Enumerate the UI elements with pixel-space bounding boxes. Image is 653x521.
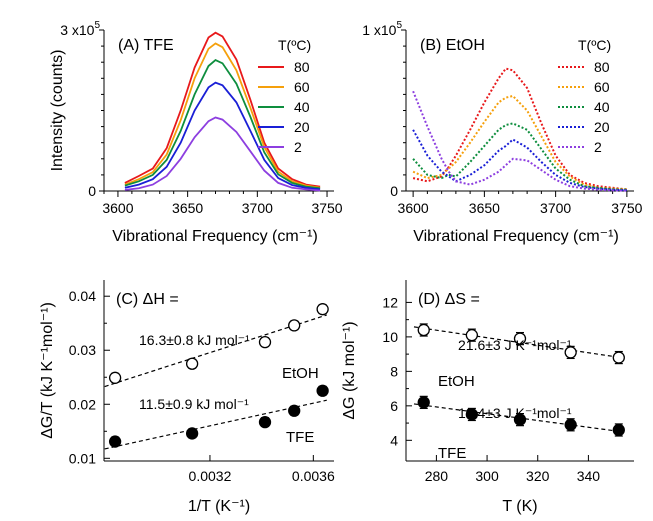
series-label-tfe: TFE (438, 445, 466, 462)
x-tick-label: 3600 (398, 200, 429, 216)
series-line-2C (124, 116, 321, 192)
data-point-etoh (612, 351, 625, 364)
x-tick-label: 3750 (611, 200, 642, 216)
data-point-tfe (513, 413, 527, 426)
y-axis-label: ΔG/T (kJ K⁻¹mol⁻¹) (39, 302, 56, 439)
data-point-tfe (465, 408, 479, 421)
y-tick-label: 12 (382, 294, 398, 310)
x-tick-label: 0.0032 (189, 468, 232, 484)
fit-annotation-etoh: 16.3±0.8 kJ mol⁻¹ (139, 332, 250, 348)
x-tick-label: 3700 (540, 200, 571, 216)
series-line-80C (412, 67, 628, 191)
y-tick-exponent: 5 (396, 20, 402, 31)
panel-title: (C) ΔH = (116, 291, 179, 308)
y-tick-label: 1 x105 (362, 20, 402, 38)
y-tick-label: 10 (382, 329, 398, 345)
data-point-tfe (258, 415, 272, 429)
panel-title: (A) TFE (118, 37, 174, 54)
y-tick-label: 3 x105 (60, 20, 100, 38)
series-line-80C (124, 31, 321, 188)
series-line-2C (412, 90, 627, 192)
y-tick-label: 0.01 (69, 450, 96, 466)
x-tick-label: 0.0036 (292, 468, 335, 484)
fit-annotation-tfe: 11.5±0.9 kJ mol⁻¹ (139, 396, 249, 412)
data-point-etoh (288, 319, 301, 332)
series-line-60C (124, 42, 321, 189)
data-point-etoh (108, 371, 122, 384)
fit-annotation-tfe: 19.4±3 J K⁻¹mol⁻¹ (458, 405, 572, 421)
fit-annotation-etoh: 21.6±3 J K⁻¹mol⁻¹ (458, 337, 572, 353)
legend-title: T(ºC) (578, 37, 611, 53)
series-label-tfe: TFE (286, 429, 314, 446)
series-label-etoh: EtOH (282, 365, 319, 382)
legend-label-40C: 40 (594, 99, 610, 115)
y-tick-label: 6 (390, 398, 398, 414)
data-point-etoh (258, 335, 272, 349)
x-axis-label: Vibrational Frequency (cm⁻¹) (112, 228, 318, 245)
legend-label-20C: 20 (294, 119, 310, 135)
panel-title: (D) ΔS = (418, 291, 480, 308)
data-point-etoh (185, 357, 199, 370)
x-tick-label: 3650 (172, 200, 203, 216)
series-line-20C (412, 129, 627, 192)
y-tick-label: 0.04 (69, 288, 96, 304)
series-line-20C (124, 81, 321, 191)
x-tick-label: 280 (425, 468, 449, 484)
data-point-tfe (417, 396, 430, 409)
y-tick-label: 8 (390, 363, 398, 379)
x-tick-label: 3650 (469, 200, 500, 216)
legend-label-60C: 60 (594, 79, 610, 95)
y-tick-label: 0 (390, 183, 398, 199)
data-point-tfe (316, 384, 329, 397)
legend-label-60C: 60 (294, 79, 310, 95)
y-tick-label: 0.02 (69, 396, 96, 412)
y-tick-label: 0.03 (69, 342, 96, 358)
x-tick-label: 3750 (311, 200, 342, 216)
y-axis-label: ΔG (kJ mol⁻¹) (341, 321, 358, 419)
x-tick-label: 3700 (242, 200, 273, 216)
data-point-etoh (513, 332, 527, 345)
y-tick-label: 0 (88, 183, 96, 199)
data-point-tfe (108, 435, 122, 448)
data-point-etoh (417, 323, 430, 337)
x-tick-label: 340 (577, 468, 601, 484)
data-point-etoh (564, 346, 577, 359)
series-label-etoh: EtOH (438, 373, 475, 390)
legend-label-40C: 40 (294, 99, 310, 115)
x-tick-label: 300 (475, 468, 499, 484)
data-point-tfe (612, 423, 625, 437)
data-point-tfe (564, 418, 577, 431)
x-axis-label: T (K) (502, 498, 537, 515)
data-point-etoh (465, 329, 479, 342)
data-point-tfe (288, 404, 301, 417)
y-tick-label: 4 (390, 432, 398, 448)
legend-label-2C: 2 (294, 139, 302, 155)
y-axis-label: Intensity (counts) (49, 50, 66, 172)
x-tick-label: 3600 (102, 200, 133, 216)
panel-title: (B) EtOH (420, 37, 485, 54)
data-point-etoh (316, 303, 329, 316)
series-line-40C (124, 59, 321, 190)
data-point-tfe (185, 427, 199, 440)
legend-label-80C: 80 (294, 59, 310, 75)
fit-line-etoh (104, 314, 327, 388)
legend-label-20C: 20 (594, 119, 610, 135)
legend-label-80C: 80 (594, 59, 610, 75)
y-tick-exponent: 5 (94, 20, 100, 31)
x-tick-label: 320 (526, 468, 550, 484)
legend-label-2C: 2 (594, 139, 602, 155)
series-line-60C (412, 94, 627, 191)
legend-title: T(ºC) (278, 37, 311, 53)
x-axis-label: 1/T (K⁻¹) (188, 498, 250, 515)
x-axis-label: Vibrational Frequency (cm⁻¹) (413, 228, 619, 245)
